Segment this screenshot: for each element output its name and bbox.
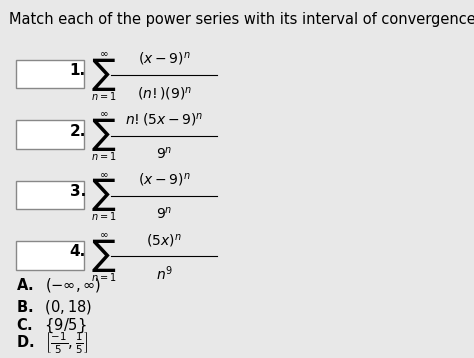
Text: $\infty$: $\infty$	[99, 48, 109, 58]
FancyBboxPatch shape	[16, 241, 84, 270]
Text: $n=1$: $n=1$	[91, 210, 117, 222]
Text: $(x - 9)^n$: $(x - 9)^n$	[138, 171, 191, 188]
Text: $9^n$: $9^n$	[156, 206, 173, 222]
Text: $n=1$: $n=1$	[91, 271, 117, 283]
FancyBboxPatch shape	[16, 120, 84, 149]
FancyBboxPatch shape	[16, 181, 84, 209]
Text: $\sum$: $\sum$	[91, 176, 117, 213]
Text: $n=1$: $n=1$	[91, 150, 117, 162]
Text: $\mathbf{B.}$  $(0, 18)$: $\mathbf{B.}$ $(0, 18)$	[16, 298, 92, 316]
Text: $\infty$: $\infty$	[99, 229, 109, 239]
Text: 3.: 3.	[70, 184, 86, 199]
Text: $\mathbf{A.}$  $(-\infty, \infty)$: $\mathbf{A.}$ $(-\infty, \infty)$	[16, 276, 101, 294]
Text: $\mathbf{C.}$  $\{9/5\}$: $\mathbf{C.}$ $\{9/5\}$	[16, 317, 86, 335]
Text: $(x - 9)^n$: $(x - 9)^n$	[138, 50, 191, 67]
Text: $(n!)(9)^n$: $(n!)(9)^n$	[137, 84, 192, 102]
Text: Match each of the power series with its interval of convergence.: Match each of the power series with its …	[9, 12, 474, 27]
Text: $9^n$: $9^n$	[156, 145, 173, 161]
Text: $\sum$: $\sum$	[91, 56, 117, 93]
Text: $\infty$: $\infty$	[99, 108, 109, 118]
FancyBboxPatch shape	[16, 60, 84, 88]
Text: $n!(5x - 9)^n$: $n!(5x - 9)^n$	[125, 111, 203, 128]
Text: 2.: 2.	[70, 124, 86, 139]
Text: 1.: 1.	[70, 63, 86, 78]
Text: $\sum$: $\sum$	[91, 116, 117, 153]
Text: $(5x)^n$: $(5x)^n$	[146, 232, 182, 248]
Text: $n^9$: $n^9$	[155, 265, 173, 284]
Text: $\mathbf{D.}$  $\left[\frac{-1}{5}, \frac{1}{5}\right]$: $\mathbf{D.}$ $\left[\frac{-1}{5}, \frac…	[16, 330, 89, 356]
Text: $\infty$: $\infty$	[99, 169, 109, 179]
Text: 4.: 4.	[70, 244, 86, 259]
Text: $\sum$: $\sum$	[91, 237, 117, 274]
Text: $n=1$: $n=1$	[91, 90, 117, 102]
